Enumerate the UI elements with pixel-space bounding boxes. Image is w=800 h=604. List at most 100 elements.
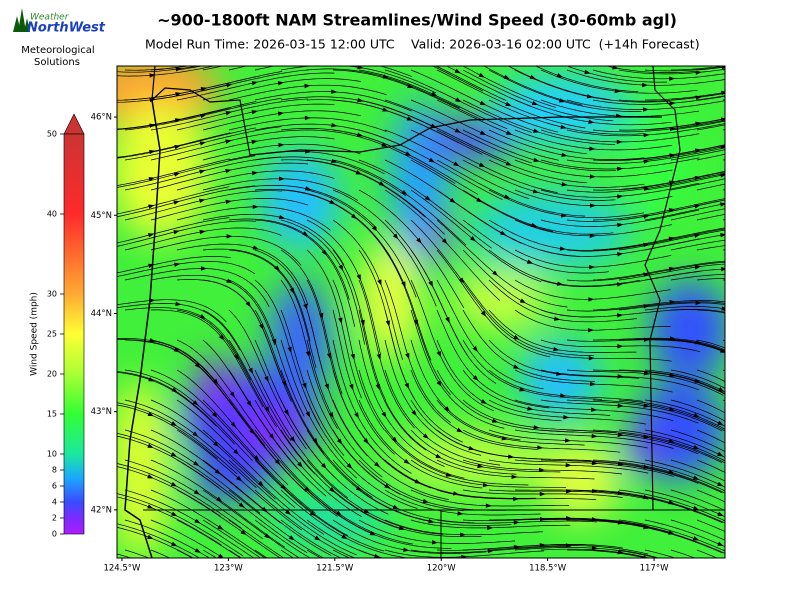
stream-arrow <box>303 303 308 311</box>
stream-arrow <box>741 396 748 403</box>
stream-arrow <box>314 535 321 541</box>
stream-arrow <box>267 589 274 596</box>
stream-arrow <box>785 442 792 449</box>
stream-arrow <box>291 562 298 569</box>
stream-arrow <box>258 323 264 330</box>
stream-arrow <box>532 128 540 133</box>
stream-arrow <box>217 524 224 530</box>
streamline <box>670 369 725 389</box>
stream-arrow <box>747 86 754 91</box>
streamline <box>722 519 725 522</box>
stream-arrow <box>312 437 318 445</box>
streamline <box>670 519 725 541</box>
stream-arrow <box>193 460 200 467</box>
stream-arrow <box>564 438 571 443</box>
stream-arrow <box>693 413 700 418</box>
stream-arrow <box>320 587 327 593</box>
stream-arrow <box>229 391 236 398</box>
colorbar-tick-label: 30 <box>47 290 57 299</box>
stream-arrow <box>539 467 546 473</box>
lat-tick-label: 44°N <box>91 309 112 319</box>
streamline <box>749 26 800 40</box>
stream-arrow <box>328 412 334 419</box>
streamline <box>749 118 800 130</box>
stream-arrow <box>277 81 285 86</box>
colorbar-tick-label: 10 <box>47 450 57 459</box>
streamline <box>749 55 800 70</box>
streamline <box>749 400 800 499</box>
stream-arrow <box>590 203 596 208</box>
colorbar-tick-label: 20 <box>47 370 57 379</box>
stream-arrow <box>591 407 598 412</box>
colorbar-tick-label: 40 <box>47 210 57 219</box>
stream-arrow <box>768 330 775 337</box>
streamline <box>749 250 800 329</box>
stream-arrow <box>720 145 725 150</box>
stream-arrow <box>491 418 499 423</box>
stream-arrow <box>773 30 780 35</box>
streamline <box>696 124 725 131</box>
stream-arrow <box>403 547 410 552</box>
stream-arrow <box>147 566 154 572</box>
streamline <box>749 520 800 585</box>
stream-arrow <box>617 432 624 437</box>
stream-arrow <box>722 40 728 45</box>
stream-arrow <box>721 266 725 272</box>
stream-arrow <box>589 174 596 179</box>
stream-arrow <box>478 72 485 78</box>
stream-arrow <box>617 461 624 467</box>
streamline <box>696 66 725 71</box>
stream-arrow <box>791 553 798 560</box>
stream-arrow <box>453 161 460 167</box>
stream-arrow <box>329 486 336 493</box>
stream-arrow <box>513 496 520 502</box>
stream-arrow <box>377 279 382 286</box>
stream-arrow <box>445 472 453 477</box>
stream-arrow <box>717 541 724 547</box>
stream-arrow <box>788 497 795 504</box>
stream-arrow <box>482 482 489 488</box>
streamline <box>723 23 800 40</box>
streamline <box>670 308 725 313</box>
stream-arrow <box>171 387 178 393</box>
stream-arrow <box>266 561 273 568</box>
streamline <box>670 149 725 161</box>
stream-arrow <box>530 222 538 227</box>
stream-arrow <box>173 347 180 353</box>
stream-arrow <box>173 200 180 205</box>
stream-arrow <box>331 158 338 164</box>
stream-arrow <box>264 406 270 413</box>
streamline <box>722 129 725 131</box>
streamline <box>696 153 725 161</box>
stream-arrow <box>519 387 526 392</box>
stream-arrow <box>695 70 702 75</box>
lon-tick-label: 117°W <box>640 564 669 574</box>
stream-arrow <box>616 282 624 287</box>
streamline <box>696 245 725 251</box>
stream-arrow <box>428 519 435 524</box>
streamline <box>202 519 262 558</box>
stream-arrow <box>227 55 234 61</box>
stream-arrow <box>278 142 285 148</box>
stream-arrow <box>553 346 560 352</box>
stream-arrow <box>590 381 597 387</box>
stream-arrow <box>643 107 650 112</box>
stream-arrow <box>200 87 208 92</box>
stream-arrow <box>304 486 310 493</box>
stream-arrow <box>288 535 295 541</box>
stream-arrow <box>477 463 484 469</box>
stream-arrow <box>304 186 312 191</box>
stream-arrow <box>668 530 675 535</box>
stream-arrow <box>240 529 247 536</box>
wind-field <box>117 23 800 596</box>
streamline <box>696 399 725 414</box>
stream-arrow <box>740 459 747 466</box>
streamline <box>431 66 483 92</box>
stream-arrow <box>642 82 649 88</box>
streamline <box>722 69 725 71</box>
stream-arrow <box>350 353 355 361</box>
streamline <box>722 159 725 161</box>
stream-arrow <box>297 461 303 468</box>
stream-arrow <box>278 214 286 220</box>
streamline <box>696 429 725 444</box>
